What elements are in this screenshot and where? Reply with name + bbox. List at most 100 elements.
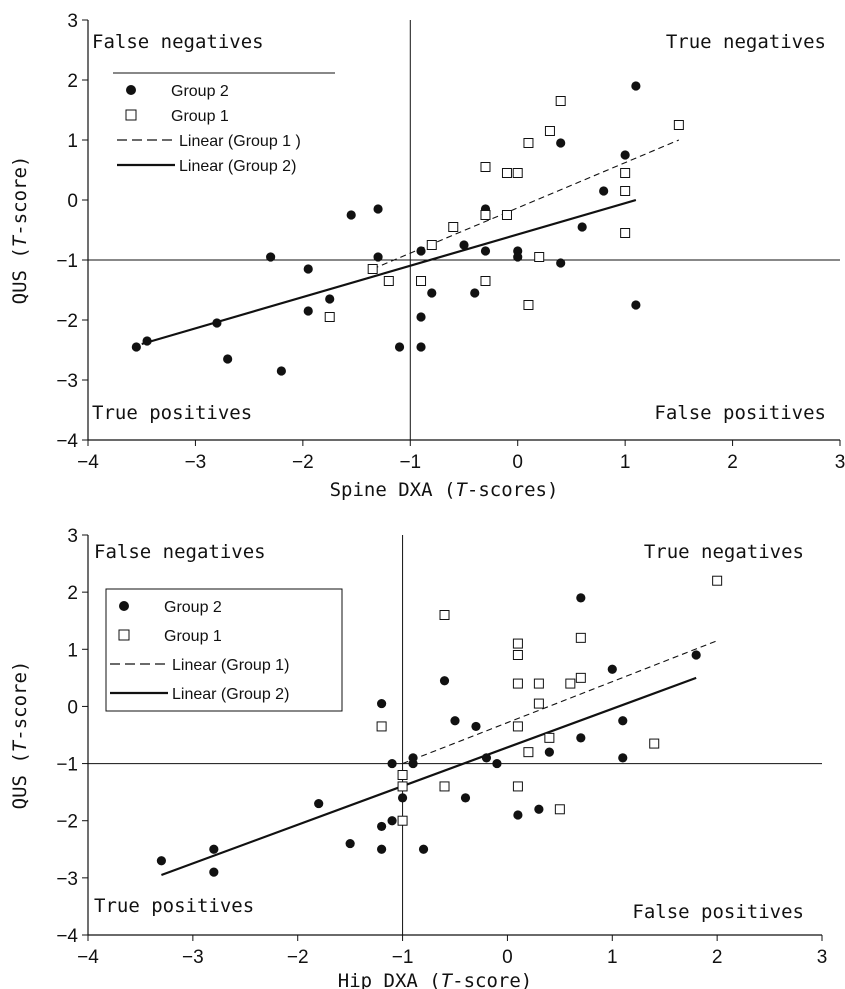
- point-group-1: [416, 276, 427, 286]
- point-group-2: [618, 753, 628, 763]
- point-group-1: [620, 168, 631, 178]
- point-group-2: [394, 342, 405, 352]
- point-group-2: [377, 698, 387, 709]
- x-tick-label: 3: [835, 452, 845, 473]
- point-group-2: [599, 186, 609, 196]
- point-group-2: [556, 138, 566, 148]
- point-group-2: [427, 288, 437, 298]
- point-group-1: [712, 575, 723, 586]
- y-axis-label: QUS (T-score): [9, 156, 31, 305]
- legend-marker-group-2: [119, 601, 129, 611]
- y-tick-label: 1: [67, 131, 78, 152]
- point-group-2: [576, 733, 586, 743]
- point-group-2: [408, 758, 418, 769]
- point-group-2: [459, 240, 469, 250]
- point-group-2: [387, 816, 397, 826]
- point-group-1: [512, 638, 523, 649]
- y-tick-label: 0: [67, 697, 78, 718]
- point-group-1: [324, 312, 335, 322]
- y-tick-label: −3: [56, 869, 78, 890]
- point-group-1: [439, 781, 450, 792]
- y-tick-label: 3: [67, 11, 78, 32]
- legend-label: Linear (Group 2): [179, 158, 296, 175]
- x-tick-label: 1: [607, 947, 618, 968]
- y-tick-label: −4: [56, 431, 78, 452]
- point-group-2: [325, 294, 335, 304]
- x-tick-label: −2: [292, 452, 314, 473]
- point-group-2: [142, 336, 152, 346]
- scatter-panel-1: −4 −3 −2 −1 0 1 2 3 −4 −3 −2 −1 0 1 2 3 False negatives T…: [9, 11, 845, 501]
- point-group-1: [620, 186, 631, 196]
- y-tick-label: −2: [56, 311, 78, 332]
- y-axis-label: QUS (T-score): [9, 661, 31, 810]
- quadrant-label-bottom-left: True positives: [94, 895, 254, 917]
- y-tick-label: 1: [67, 640, 78, 661]
- y-tick-label: 2: [67, 71, 78, 92]
- point-group-1: [575, 632, 586, 643]
- point-group-2: [416, 246, 426, 256]
- legend-label: Group 1: [171, 108, 229, 125]
- legend-label: Group 2: [164, 599, 222, 616]
- point-group-2: [631, 81, 641, 91]
- point-group-1: [367, 264, 378, 274]
- x-tick-label: −3: [182, 947, 204, 968]
- point-group-1: [480, 210, 491, 220]
- point-group-2: [577, 222, 587, 232]
- point-group-2: [212, 318, 222, 328]
- point-group-2: [556, 258, 566, 268]
- x-tick-label: −1: [399, 452, 421, 473]
- y-tick-label: −1: [56, 251, 78, 272]
- point-group-1: [397, 770, 408, 780]
- x-axis-label: Hip DXA (T-score): [338, 970, 532, 989]
- point-group-1: [397, 815, 408, 826]
- point-group-2: [373, 252, 383, 262]
- x-tick-label: −3: [185, 452, 207, 473]
- point-group-2: [209, 867, 219, 877]
- x-tick-label: 3: [817, 947, 828, 968]
- point-group-1: [523, 747, 534, 758]
- point-group-2: [416, 312, 426, 322]
- point-group-2: [576, 593, 586, 603]
- legend-label: Group 2: [171, 83, 229, 100]
- point-group-1: [534, 252, 545, 262]
- legend-background: [113, 73, 335, 191]
- quadrant-label-bottom-right: False positives: [654, 402, 826, 424]
- x-tick-label: −1: [392, 947, 414, 968]
- trendline-group-2: [141, 198, 637, 346]
- point-group-2: [266, 252, 276, 262]
- point-group-2: [439, 676, 450, 686]
- point-group-2: [303, 264, 313, 274]
- point-group-2: [387, 758, 397, 769]
- legend: Group 2 Group 1 Linear (Group 1) Linear (Gr…: [105, 588, 343, 712]
- x-tick-label: 2: [712, 947, 723, 968]
- point-group-2: [460, 793, 471, 803]
- point-group-2: [513, 810, 523, 820]
- point-group-2: [481, 753, 492, 763]
- y-tick-label: −2: [56, 812, 78, 833]
- point-group-1: [397, 781, 408, 792]
- legend-box: [105, 588, 343, 712]
- point-group-2: [131, 342, 141, 352]
- point-group-2: [373, 204, 383, 214]
- point-group-1: [565, 678, 576, 689]
- point-group-1: [533, 698, 544, 709]
- legend-label: Group 1: [164, 628, 222, 645]
- point-group-2: [377, 844, 387, 854]
- x-axis-label: Spine DXA (T-scores): [330, 479, 559, 501]
- point-group-1: [544, 126, 555, 136]
- point-group-2: [492, 758, 502, 769]
- x-tick-label: 2: [727, 452, 738, 473]
- y-tick-label: −4: [56, 926, 78, 947]
- trendline-group-2: [161, 676, 697, 877]
- point-group-1: [448, 222, 459, 232]
- legend-marker-group-2: [126, 85, 136, 95]
- y-tick-label: 0: [67, 191, 78, 212]
- point-group-2: [346, 210, 356, 220]
- legend-label: Linear (Group 1 ): [179, 133, 301, 150]
- quadrant-label-top-left: False negatives: [92, 31, 264, 53]
- point-group-1: [501, 210, 512, 220]
- point-group-2: [303, 306, 313, 316]
- point-group-2: [631, 300, 641, 310]
- point-group-1: [512, 678, 523, 689]
